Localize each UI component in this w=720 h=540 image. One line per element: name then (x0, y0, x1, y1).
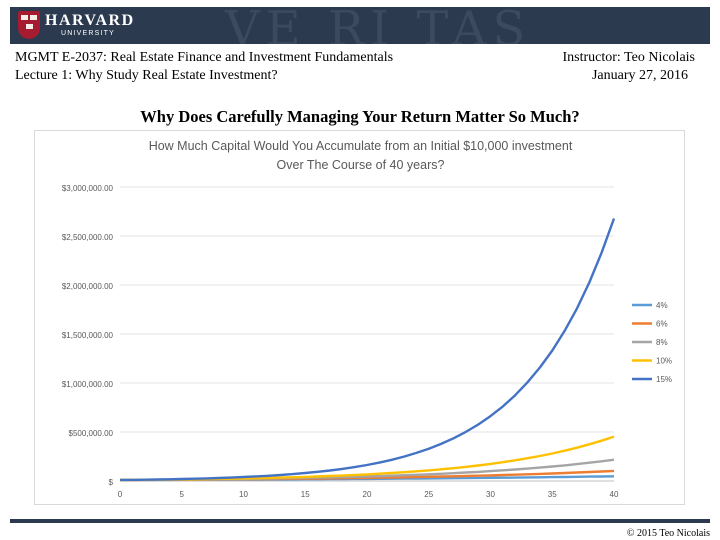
x-tick-label: 5 (180, 490, 185, 499)
series-line-15pct (119, 218, 616, 482)
university-logo-text: UNIVERSITY (61, 30, 116, 37)
y-tick-label: $1,000,000.00 (62, 380, 114, 389)
footer-rule (10, 519, 710, 523)
growth-line-chart: $ $500,000.00 $1,000,000.00 $1,500,000.00 $2… (62, 184, 672, 499)
x-tick-label: 35 (548, 490, 557, 499)
x-tick-label: 20 (363, 490, 372, 499)
legend-label: 8% (656, 338, 668, 347)
header-banner: VE RI TAS HARVARD UNIVERSITY (10, 7, 710, 44)
slide-title: Why Does Carefully Managing Your Return … (140, 107, 580, 126)
lecture-date: January 27, 2016 (591, 68, 688, 83)
y-tick-label: $ (109, 478, 114, 487)
legend-label: 10% (656, 357, 672, 366)
x-tick-label: 15 (301, 490, 310, 499)
banner-crest-watermark: VE RI TAS (225, 7, 532, 44)
legend-label: 6% (656, 320, 668, 329)
x-tick-label: 0 (118, 490, 123, 499)
x-tick-label: 40 (610, 490, 619, 499)
y-tick-label: $2,500,000.00 (62, 233, 114, 242)
harvard-logo-text: HARVARD (45, 12, 135, 29)
copyright-footer: © 2015 Teo Nicolais (626, 528, 710, 539)
lecture-title: Lecture 1: Why Study Real Estate Investm… (15, 68, 278, 83)
x-tick-label: 25 (424, 490, 433, 499)
y-tick-label: $3,000,000.00 (62, 184, 114, 193)
instructor-name: Instructor: Teo Nicolais (562, 50, 695, 65)
course-title: MGMT E-2037: Real Estate Finance and Inv… (15, 50, 394, 65)
legend-label: 4% (656, 301, 668, 310)
x-tick-label: 10 (239, 490, 248, 499)
chart-title-line-2: Over The Course of 40 years? (276, 158, 445, 172)
y-tick-label: $1,500,000.00 (62, 331, 114, 340)
y-tick-label: $2,000,000.00 (62, 282, 114, 291)
y-tick-label: $500,000.00 (69, 429, 114, 438)
chart-title-line-1: How Much Capital Would You Accumulate fr… (148, 139, 573, 153)
legend-label: 15% (656, 375, 672, 384)
chart-container: How Much Capital Would You Accumulate fr… (34, 130, 685, 505)
harvard-shield-icon (18, 11, 40, 39)
x-tick-label: 30 (486, 490, 495, 499)
